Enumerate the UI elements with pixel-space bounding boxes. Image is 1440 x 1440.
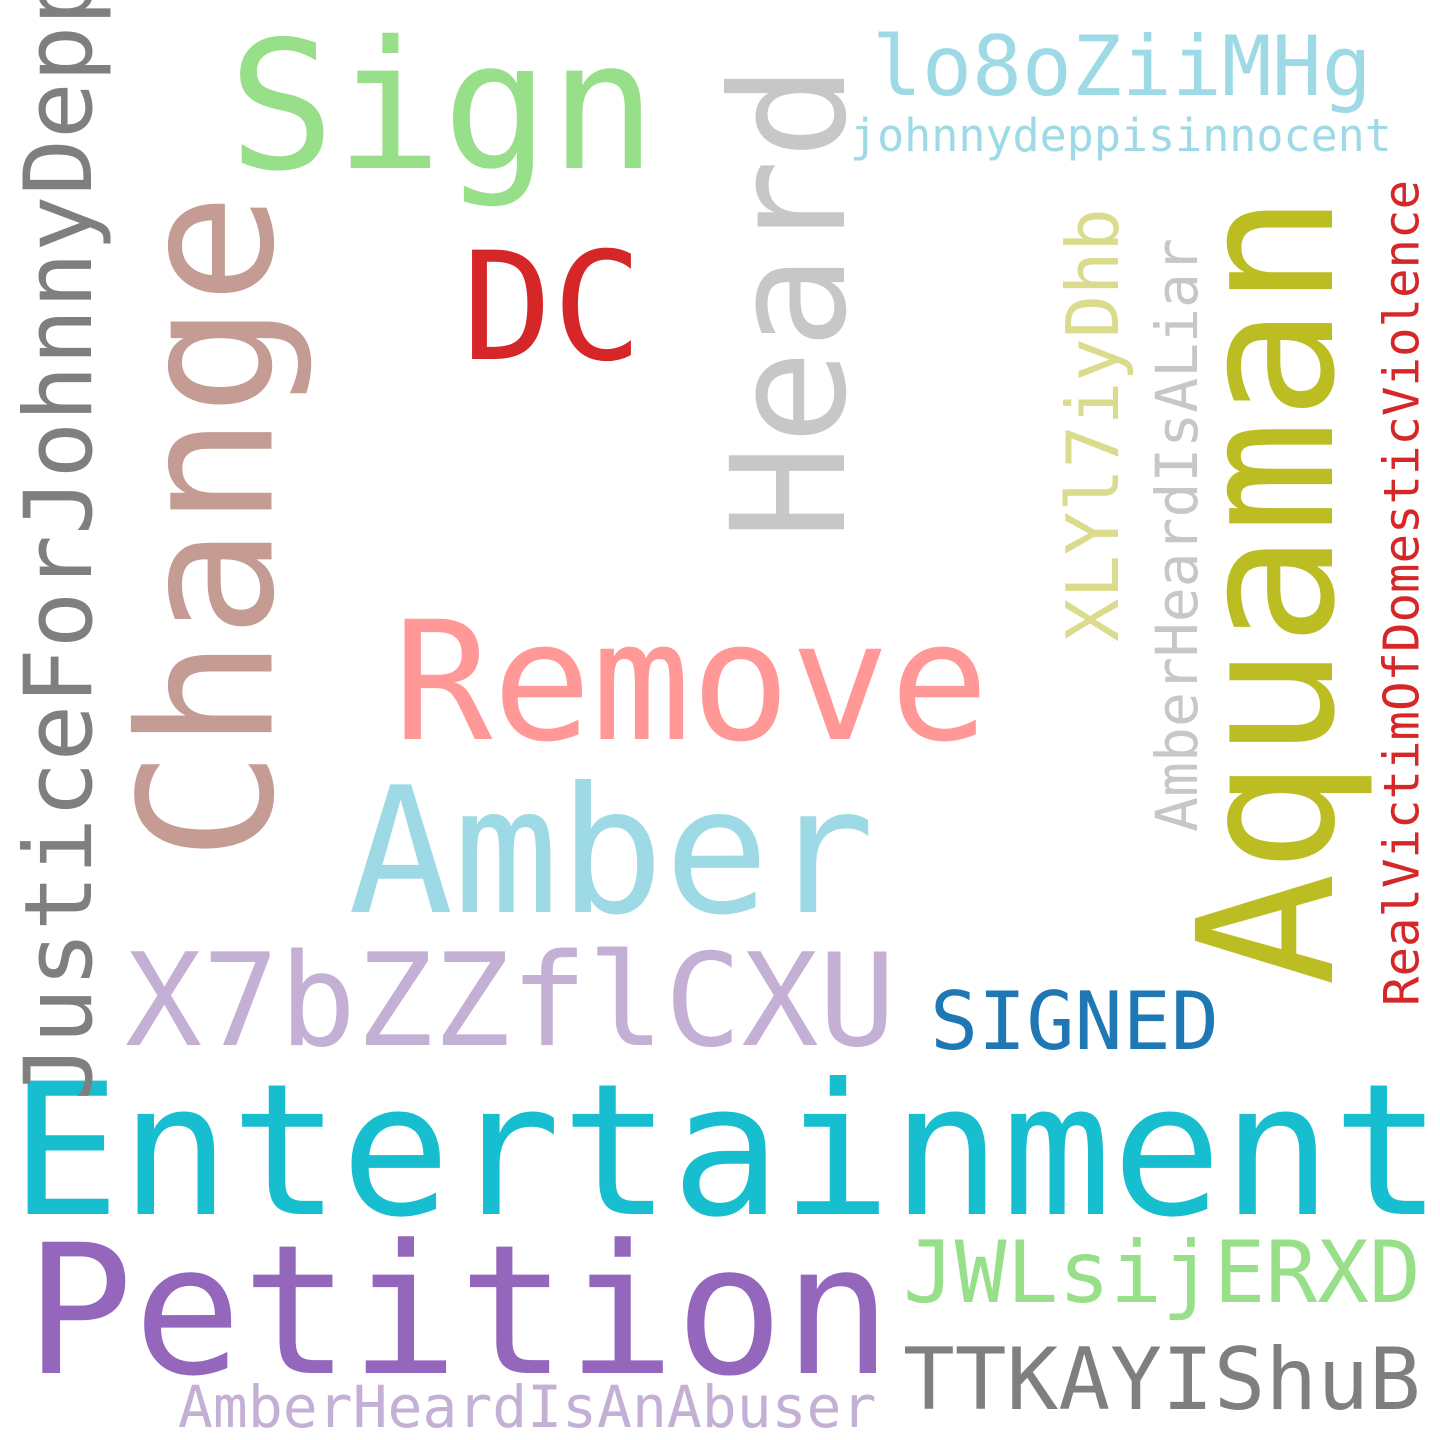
word-xlyl7iydhb: XLYl7iyDhb [1051,208,1135,642]
word-dc: DC [462,221,643,395]
word-petition: Petition [25,1207,892,1416]
word-heard: Heard [698,64,882,540]
word-x7bzzflcxu: X7bZZflCXU [125,927,896,1076]
word-signed: SIGNED [930,975,1219,1068]
word-entertainment: Entertainment [10,1045,1440,1258]
word-johnnydeppisinnocent: johnnydeppisinnocent [850,109,1392,162]
word-realvictimofdomesticviolence: RealVictimOfDomesticViolence [1373,179,1431,1007]
word-amber: Amber [348,751,875,954]
word-jwlsijerxd: JWLsijERXD [903,1223,1421,1323]
word-lo8ozimhg: lo8oZiiMHg [872,18,1372,115]
word-justiceforjohnnydepp: JusticeForJohnnyDepp [5,0,114,1101]
word-ttkayishub: TTKAYIShuB [903,1330,1421,1430]
word-aquaman: Aquaman [1158,193,1377,987]
word-change: Change [99,192,316,862]
word-amberheardisanabuser: AmberHeardIsAnAbuser [178,1373,877,1440]
word-remove: Remove [393,586,990,778]
word-sign: Sign [228,3,657,210]
